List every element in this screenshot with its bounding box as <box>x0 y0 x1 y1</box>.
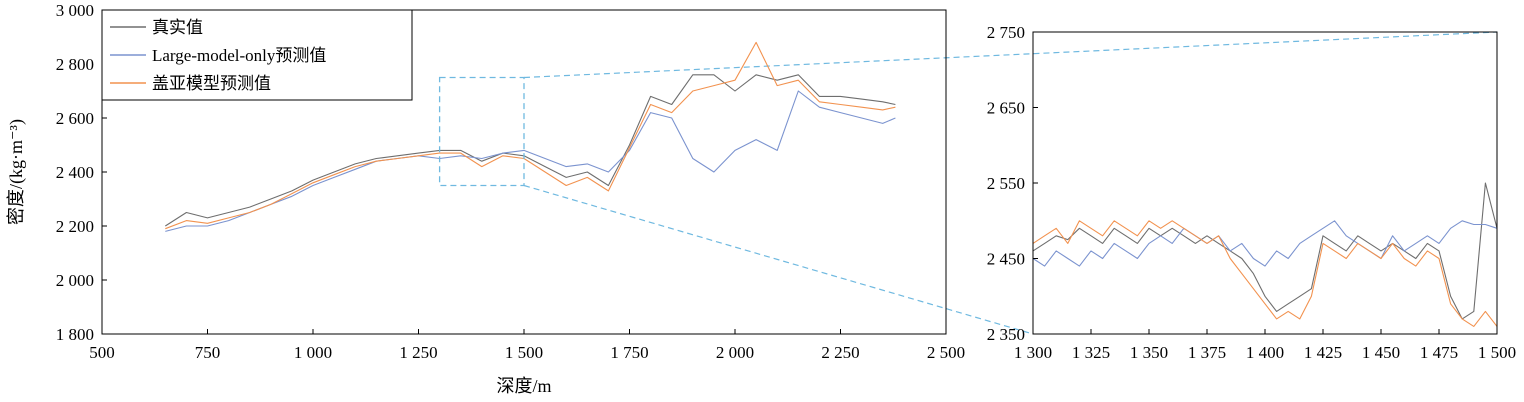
zoom-connector-top <box>523 31 1498 79</box>
inset-x-axis: 1 300 1 325 1 350 1 375 1 400 1 425 1 450 1 475… <box>1014 329 1516 362</box>
main-y-tick-label: 2 400 <box>56 163 94 182</box>
main-plot: 500 750 1 000 1 250 1 500 1 750 2 000 2 250 2 50… <box>6 1 965 396</box>
inset-x-tick-label: 1 400 <box>1246 343 1284 362</box>
inset-series-line-1 <box>1032 220 1498 267</box>
main-y-tick-label: 1 800 <box>56 325 94 344</box>
main-series-group <box>165 41 896 232</box>
inset-x-tick-label: 1 500 <box>1478 343 1516 362</box>
main-series-line-0 <box>165 74 896 227</box>
main-y-axis-title: 密度/(kg·m⁻³) <box>6 119 27 225</box>
legend: 真实值 Large-model-only预测值 盖亚模型预测值 <box>101 9 413 101</box>
legend-label-large-model: Large-model-only预测值 <box>152 46 326 65</box>
inset-x-tick-label: 1 375 <box>1188 343 1226 362</box>
inset-y-tick-label: 2 750 <box>987 23 1025 42</box>
main-x-tick-label: 2 500 <box>927 343 965 362</box>
main-series-line-1 <box>165 90 896 232</box>
legend-label-gaia-model: 盖亚模型预测值 <box>152 74 271 93</box>
inset-series-line-0 <box>1032 182 1498 320</box>
main-y-tick-label: 3 000 <box>56 1 94 20</box>
main-y-tick-label: 2 000 <box>56 271 94 290</box>
inset-y-tick-label: 2 550 <box>987 174 1025 193</box>
main-y-axis: 1 800 2 000 2 200 2 400 2 600 2 800 3 000 <box>56 1 107 344</box>
main-x-tick-label: 1 750 <box>610 343 648 362</box>
zoom-connectors <box>523 31 1498 335</box>
inset-series-line-2 <box>1032 220 1498 327</box>
main-series-line-2 <box>165 41 896 230</box>
main-x-tick-label: 2 250 <box>821 343 859 362</box>
main-x-tick-label: 1 250 <box>399 343 437 362</box>
inset-y-axis: 2 350 2 450 2 550 2 650 2 750 <box>987 23 1038 344</box>
inset-y-tick-label: 2 350 <box>987 325 1025 344</box>
zoom-connector-bottom <box>523 184 1034 335</box>
main-y-tick-label: 2 200 <box>56 217 94 236</box>
main-x-tick-label: 2 000 <box>716 343 754 362</box>
zoom-region-box <box>438 76 525 187</box>
main-x-axis: 500 750 1 000 1 250 1 500 1 750 2 000 2 250 2 50… <box>89 329 965 362</box>
inset-x-tick-label: 1 475 <box>1420 343 1458 362</box>
inset-x-tick-label: 1 425 <box>1304 343 1342 362</box>
inset-series-group <box>1032 182 1498 327</box>
legend-frame <box>101 9 413 101</box>
inset-x-tick-label: 1 450 <box>1362 343 1400 362</box>
main-y-tick-label: 2 600 <box>56 109 94 128</box>
inset-plot-frame <box>1032 31 1498 335</box>
inset-y-tick-label: 2 450 <box>987 250 1025 269</box>
inset-plot: 1 300 1 325 1 350 1 375 1 400 1 425 1 450 1 475… <box>987 23 1516 362</box>
main-x-tick-label: 1 000 <box>294 343 332 362</box>
main-x-tick-label: 750 <box>195 343 221 362</box>
inset-x-tick-label: 1 350 <box>1130 343 1168 362</box>
inset-x-tick-label: 1 325 <box>1072 343 1110 362</box>
inset-y-tick-label: 2 650 <box>987 99 1025 118</box>
main-y-tick-label: 2 800 <box>56 55 94 74</box>
legend-label-true: 真实值 <box>152 18 203 37</box>
main-x-tick-label: 1 500 <box>505 343 543 362</box>
main-x-axis-title: 深度/m <box>496 376 551 396</box>
main-x-tick-label: 500 <box>89 343 115 362</box>
inset-x-tick-label: 1 300 <box>1014 343 1052 362</box>
